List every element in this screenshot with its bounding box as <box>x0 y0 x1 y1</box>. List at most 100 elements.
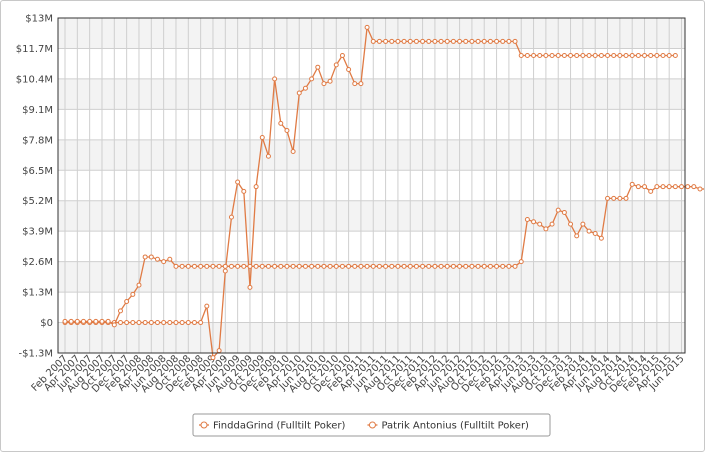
data-point <box>401 263 407 269</box>
data-point <box>389 38 395 44</box>
data-point <box>352 81 358 87</box>
data-point <box>339 52 345 58</box>
data-point <box>142 320 148 326</box>
data-point <box>543 226 549 232</box>
y-tick-label: -$1.3M <box>18 349 53 360</box>
data-point <box>161 320 167 326</box>
data-point <box>272 263 278 269</box>
data-point <box>167 256 173 262</box>
data-point <box>253 184 259 190</box>
y-tick-label: $0 <box>40 318 53 329</box>
data-point <box>444 38 450 44</box>
plot-bands <box>58 18 685 353</box>
data-point <box>321 81 327 87</box>
data-point <box>321 263 327 269</box>
data-point <box>481 263 487 269</box>
data-point <box>210 263 216 269</box>
data-point <box>370 263 376 269</box>
data-point <box>432 263 438 269</box>
data-point <box>611 52 617 58</box>
data-point <box>672 184 678 190</box>
data-point <box>383 38 389 44</box>
data-point <box>635 52 641 58</box>
legend-label: Patrik Antonius (Fulltilt Poker) <box>381 421 529 432</box>
data-point <box>124 298 130 304</box>
data-point <box>302 85 308 91</box>
data-point <box>179 263 185 269</box>
data-point <box>457 263 463 269</box>
data-point <box>531 219 537 225</box>
data-point <box>241 263 247 269</box>
data-point <box>420 38 426 44</box>
data-point <box>130 320 136 326</box>
data-point <box>364 263 370 269</box>
data-point <box>506 38 512 44</box>
legend-item-0[interactable]: FinddaGrind (Fulltilt Poker) <box>199 421 346 432</box>
y-tick-label: $2.6M <box>22 257 53 268</box>
data-point <box>457 38 463 44</box>
legend-label: FinddaGrind (Fulltilt Poker) <box>213 421 346 432</box>
data-point <box>592 52 598 58</box>
data-point <box>617 52 623 58</box>
data-point <box>259 134 265 140</box>
data-point <box>204 303 210 309</box>
data-point <box>574 233 580 239</box>
plot-band <box>58 139 685 171</box>
data-point <box>549 52 555 58</box>
data-point <box>568 221 574 227</box>
data-point <box>512 263 518 269</box>
data-point <box>660 184 666 190</box>
y-tick-label: $9.1M <box>22 105 53 116</box>
data-point <box>278 263 284 269</box>
data-point <box>99 318 105 324</box>
data-point <box>420 263 426 269</box>
data-point <box>210 355 216 361</box>
data-point <box>561 52 567 58</box>
data-point <box>327 78 333 84</box>
data-point <box>74 318 80 324</box>
data-point <box>481 38 487 44</box>
data-point <box>185 263 191 269</box>
y-tick-label: $3.9M <box>22 227 53 238</box>
data-point <box>605 52 611 58</box>
data-point <box>580 221 586 227</box>
data-point <box>198 320 204 326</box>
y-tick-label: $7.8M <box>22 135 53 146</box>
data-point <box>383 263 389 269</box>
data-point <box>598 52 604 58</box>
data-point <box>265 263 271 269</box>
data-point <box>679 184 685 190</box>
data-point <box>130 291 136 297</box>
data-point <box>228 263 234 269</box>
data-point <box>494 263 500 269</box>
data-point <box>648 188 654 194</box>
data-point <box>568 52 574 58</box>
data-point <box>315 64 321 70</box>
data-point <box>315 263 321 269</box>
data-point <box>635 184 641 190</box>
data-point <box>191 263 197 269</box>
data-point <box>327 263 333 269</box>
data-point <box>148 254 154 260</box>
data-point <box>124 320 130 326</box>
plot-band <box>58 200 685 232</box>
data-point <box>555 52 561 58</box>
series-line-0 <box>65 24 676 360</box>
data-point <box>364 24 370 30</box>
data-point <box>697 186 703 192</box>
data-point <box>161 259 167 265</box>
data-point <box>500 263 506 269</box>
data-point <box>438 263 444 269</box>
data-point <box>450 38 456 44</box>
data-point <box>629 181 635 187</box>
data-point <box>407 38 413 44</box>
legend-item-1[interactable]: Patrik Antonius (Fulltilt Poker) <box>367 421 529 432</box>
plot-band <box>58 18 685 49</box>
data-point <box>512 38 518 44</box>
data-point <box>531 52 537 58</box>
data-point <box>407 263 413 269</box>
data-point <box>518 52 524 58</box>
plot-background <box>58 18 685 353</box>
data-point <box>105 318 111 324</box>
